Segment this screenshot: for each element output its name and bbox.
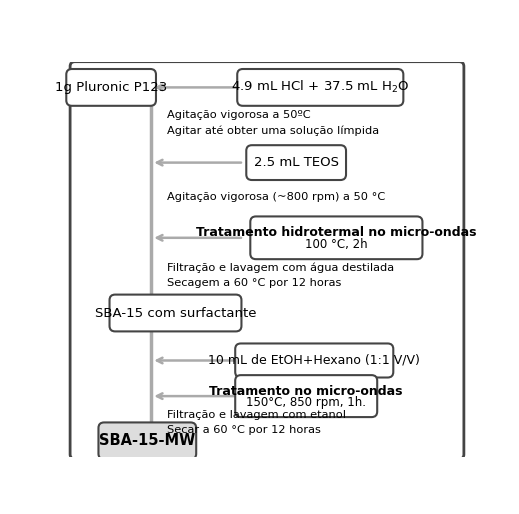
FancyBboxPatch shape bbox=[247, 145, 346, 180]
FancyBboxPatch shape bbox=[99, 423, 196, 459]
FancyBboxPatch shape bbox=[235, 375, 377, 417]
Text: 10 mL de EtOH+Hexano (1:1 V/V): 10 mL de EtOH+Hexano (1:1 V/V) bbox=[208, 354, 420, 367]
Text: Agitação vigorosa (~800 rpm) a 50 °C: Agitação vigorosa (~800 rpm) a 50 °C bbox=[168, 192, 386, 202]
Text: 2.5 mL TEOS: 2.5 mL TEOS bbox=[254, 156, 339, 169]
FancyBboxPatch shape bbox=[235, 343, 393, 377]
Text: 1g Pluronic P123: 1g Pluronic P123 bbox=[55, 81, 167, 94]
Text: SBA-15 com surfactante: SBA-15 com surfactante bbox=[95, 306, 256, 320]
Text: 100 °C, 2h: 100 °C, 2h bbox=[305, 237, 367, 251]
FancyBboxPatch shape bbox=[237, 69, 403, 106]
Text: Agitação vigorosa a 50ºC
Agitar até obter uma solução límpida: Agitação vigorosa a 50ºC Agitar até obte… bbox=[168, 111, 379, 136]
Text: Filtração e lavagem com etanol
Secar a 60 °C por 12 horas: Filtração e lavagem com etanol Secar a 6… bbox=[168, 411, 347, 435]
Text: 150°C, 850 rpm, 1h.: 150°C, 850 rpm, 1h. bbox=[246, 396, 366, 409]
Text: Tratamento hidrotermal no micro-ondas: Tratamento hidrotermal no micro-ondas bbox=[196, 226, 476, 239]
FancyBboxPatch shape bbox=[110, 295, 241, 332]
FancyBboxPatch shape bbox=[70, 62, 464, 459]
FancyBboxPatch shape bbox=[250, 216, 422, 259]
Text: 4.9 mL HCl + 37.5 mL H$_2$O: 4.9 mL HCl + 37.5 mL H$_2$O bbox=[231, 79, 409, 96]
Text: Filtração e lavagem com água destilada
Secagem a 60 °C por 12 horas: Filtração e lavagem com água destilada S… bbox=[168, 263, 394, 288]
Text: SBA-15-MW: SBA-15-MW bbox=[99, 433, 196, 448]
Text: Tratamento no micro-ondas: Tratamento no micro-ondas bbox=[210, 384, 403, 398]
FancyBboxPatch shape bbox=[66, 69, 156, 106]
